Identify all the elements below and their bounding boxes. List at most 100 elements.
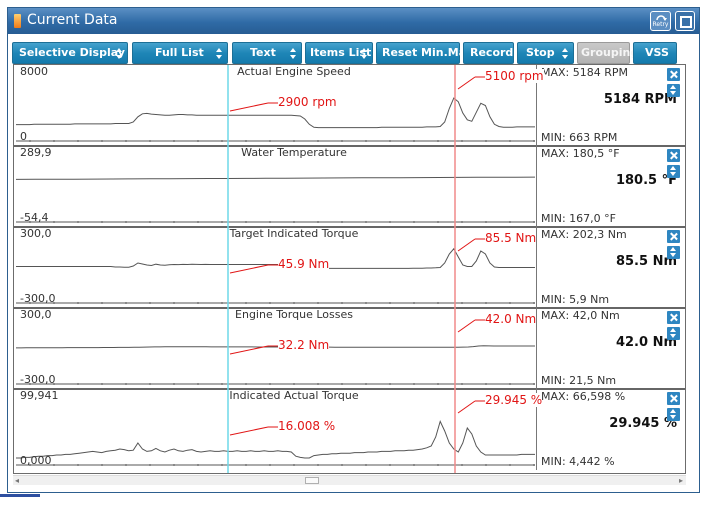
selective-display-label: Selective Display [19,46,125,59]
scroll-thumb[interactable] [305,477,319,484]
min-value: MIN: 21,5 Nm [541,374,617,387]
cursor-a-leader [229,345,269,355]
panel-title: Indicated Actual Torque [229,389,359,402]
y-max-label: 8000 [20,65,48,78]
cursor-b-value: 5100 rpm [485,69,544,83]
max-value: MAX: 66,598 % [541,390,626,403]
scroll-right-icon[interactable]: ▸ [678,476,683,485]
cursor-a-value: 45.9 Nm [278,257,330,271]
value-panel: MAX: 66,598 % 29.945 % MIN: 4,442 % [536,389,685,470]
items-list-button[interactable]: Items List [305,42,373,64]
current-value: 42.0 Nm [615,335,677,350]
toolbar: Selective Display Full List Text Items L… [8,34,699,68]
reorder-graph-icon[interactable] [667,165,680,178]
cursor-b-value: 29.945 % [485,393,543,407]
retry-label: Retry [652,21,669,28]
min-value: MIN: 167,0 °F [541,212,616,225]
current-value: 85.5 Nm [615,254,677,269]
y-max-label: 289,9 [20,146,52,159]
panel-title: Water Temperature [241,146,347,159]
stop-label: Stop [526,46,555,59]
reset-min-max-label: Reset Min.Max [382,46,474,59]
items-list-label: Items List [310,46,372,59]
remove-graph-icon[interactable] [667,311,680,324]
value-panel: MAX: 42,0 Nm 42.0 Nm MIN: 21,5 Nm [536,308,685,389]
remove-graph-icon[interactable] [667,149,680,162]
min-value: MIN: 5,9 Nm [541,293,610,306]
record-label: Record [470,46,514,59]
spinner-icon [290,48,296,59]
text-label: Text [250,46,276,59]
reset-min-max-button[interactable]: Reset Min.Max [376,42,473,64]
max-value: MAX: 180,5 °F [541,147,620,160]
cursor-b-leader [457,400,476,414]
series-line [16,345,535,349]
cursor-a-value: 16.008 % [278,419,336,433]
vss-button[interactable]: VSS [633,42,677,64]
remove-graph-icon[interactable] [667,230,680,243]
cursor-b-leader [457,76,476,90]
y-min-label: -300,0 [20,292,56,305]
stop-button[interactable]: Stop [517,42,574,64]
panel-title: Engine Torque Losses [235,308,353,321]
cursor-b-value: 85.5 Nm [485,231,537,245]
reorder-graph-icon[interactable] [667,84,680,97]
y-min-label: -300,0 [20,373,56,386]
horizontal-scrollbar[interactable]: ◂ ▸ [13,475,686,485]
cursor-a-leader [229,264,269,274]
current-value: 5184 RPM [603,92,677,107]
remove-graph-icon[interactable] [667,392,680,405]
y-min-label: 0 [20,130,27,143]
spinner-icon [116,48,122,59]
max-value: MAX: 42,0 Nm [541,309,620,322]
cursor-b-leader [457,238,476,252]
restore-window-button[interactable] [675,11,695,31]
cursor-a-leader [229,426,269,436]
series-line [16,419,535,459]
full-list-button[interactable]: Full List [132,42,228,64]
graph-area: 8000 0 Actual Engine Speed MAX: 5184 RPM 518… [13,64,686,474]
cursor-a-value: 32.2 Nm [278,338,330,352]
grouping-label: Grouping [581,46,639,59]
title-status-icon [14,14,21,28]
value-panel: MAX: 202,3 Nm 85.5 Nm MIN: 5,9 Nm [536,227,685,308]
cursor-a-leader [229,102,269,112]
y-max-label: 300,0 [20,227,52,240]
series-line [16,97,535,129]
text-button[interactable]: Text [232,42,302,64]
value-panel: MAX: 180,5 °F 180.5 °F MIN: 167,0 °F [536,146,685,227]
cursor-a-value: 2900 rpm [278,95,337,109]
full-list-label: Full List [155,46,204,59]
remove-graph-icon[interactable] [667,68,680,81]
reorder-graph-icon[interactable] [667,408,680,421]
y-max-label: 300,0 [20,308,52,321]
graph-canvas [14,65,685,473]
value-panel: MAX: 5184 RPM 5184 RPM MIN: 663 RPM [536,65,685,146]
current-value: 29.945 % [609,416,677,431]
y-max-label: 99,941 [20,389,59,402]
selective-display-button[interactable]: Selective Display [12,42,128,64]
max-value: MAX: 202,3 Nm [541,228,627,241]
current-value: 180.5 °F [615,173,677,188]
record-button[interactable]: Record [463,42,514,64]
vss-label: VSS [645,46,669,59]
y-min-label: 0,000 [20,454,52,467]
spinner-icon [216,48,222,59]
reorder-graph-icon[interactable] [667,246,680,259]
spinner-icon [361,48,367,59]
corner-accent [0,494,40,497]
max-value: MAX: 5184 RPM [541,66,629,79]
retry-icon [656,15,667,21]
title-bar: Current Data Retry [8,8,699,34]
cursor-b-leader [457,319,476,333]
window-title: Current Data [27,12,118,28]
scroll-left-icon[interactable]: ◂ [15,476,20,485]
retry-button[interactable]: Retry [650,11,671,31]
spinner-icon [562,48,568,59]
panel-title: Target Indicated Torque [229,227,359,240]
reorder-graph-icon[interactable] [667,327,680,340]
grouping-button[interactable]: Grouping [577,42,638,64]
min-value: MIN: 663 RPM [541,131,618,144]
cursor-b-value: 42.0 Nm [485,312,537,326]
min-value: MIN: 4,442 % [541,455,615,468]
